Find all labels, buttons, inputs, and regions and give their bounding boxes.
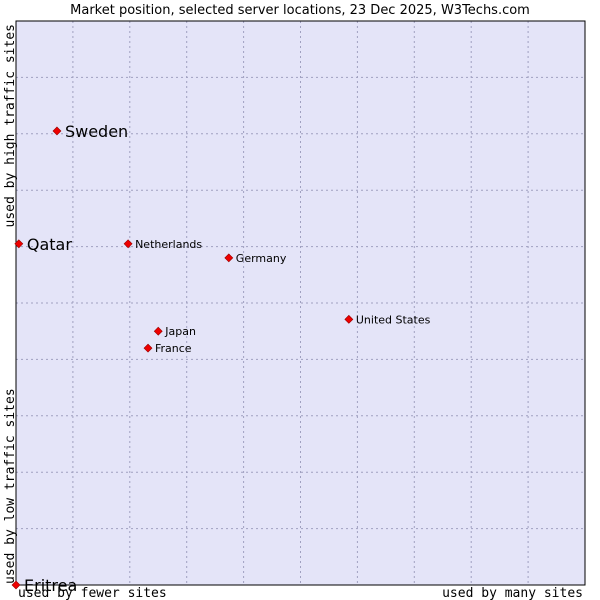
point-label-qatar: Qatar — [27, 235, 72, 254]
marker-united-states — [344, 314, 354, 324]
data-point-france: France — [143, 342, 192, 355]
marker-france — [143, 343, 153, 353]
data-point-united-states: United States — [344, 313, 431, 326]
data-point-qatar: Qatar — [14, 235, 72, 254]
grid — [16, 21, 585, 585]
point-label-eritrea: Eritrea — [24, 576, 77, 595]
data-point-eritrea: Eritrea — [11, 576, 77, 595]
point-label-germany: Germany — [236, 252, 287, 265]
marker-netherlands — [123, 239, 133, 249]
x-axis-label-right: used by many sites — [442, 586, 583, 600]
plot-border — [15, 20, 586, 586]
marker-germany — [224, 253, 234, 263]
marker-japan — [153, 326, 163, 336]
data-point-japan: Japan — [153, 325, 196, 338]
point-label-france: France — [155, 342, 192, 355]
point-label-japan: Japan — [164, 325, 196, 338]
data-point-germany: Germany — [224, 252, 287, 265]
point-label-united-states: United States — [356, 313, 431, 326]
marker-eritrea — [11, 580, 21, 590]
point-label-netherlands: Netherlands — [135, 238, 202, 251]
y-axis-label-bottom: used by low traffic sites — [3, 388, 18, 584]
data-points: Sweden Qatar Netherlands Germany United Stat… — [11, 122, 431, 595]
x-axis-label-left: used by fewer sites — [18, 586, 167, 600]
point-label-sweden: Sweden — [65, 122, 128, 141]
y-axis-label-top: used by high traffic sites — [3, 24, 18, 228]
chart-title: Market position, selected server locatio… — [70, 3, 530, 18]
data-point-netherlands: Netherlands — [123, 238, 202, 251]
marker-qatar — [14, 239, 24, 249]
data-point-sweden: Sweden — [52, 122, 128, 141]
marker-sweden — [52, 126, 62, 136]
